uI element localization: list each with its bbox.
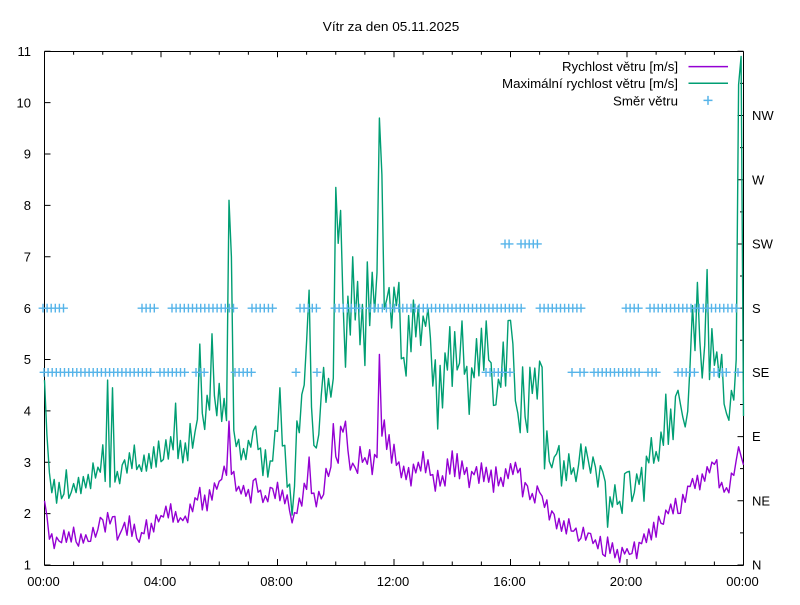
svg-text:11: 11 — [18, 44, 32, 59]
svg-text:Vítr za den 05.11.2025: Vítr za den 05.11.2025 — [323, 19, 460, 34]
svg-text:NE: NE — [752, 493, 770, 508]
svg-text:3: 3 — [24, 455, 31, 470]
svg-text:E: E — [752, 429, 761, 444]
svg-text:10: 10 — [17, 95, 31, 110]
svg-text:9: 9 — [24, 147, 31, 162]
svg-text:W: W — [752, 172, 765, 187]
svg-text:00:00: 00:00 — [726, 574, 759, 589]
svg-text:Rychlost větru [m/s]: Rychlost větru [m/s] — [562, 59, 678, 74]
svg-text:SE: SE — [752, 365, 770, 380]
svg-text:N: N — [752, 558, 761, 573]
svg-text:S: S — [752, 301, 761, 316]
svg-text:20:00: 20:00 — [610, 574, 643, 589]
svg-text:00:00: 00:00 — [27, 574, 60, 589]
svg-text:04:00: 04:00 — [144, 574, 177, 589]
svg-text:16:00: 16:00 — [493, 574, 526, 589]
svg-text:5: 5 — [24, 352, 31, 367]
svg-text:8: 8 — [24, 198, 31, 213]
svg-text:Maximální rychlost větru [m/s]: Maximální rychlost větru [m/s] — [502, 76, 678, 91]
svg-text:6: 6 — [24, 301, 31, 316]
svg-text:12:00: 12:00 — [377, 574, 410, 589]
svg-text:1: 1 — [24, 558, 31, 573]
svg-text:SW: SW — [752, 237, 774, 252]
svg-text:Směr větru: Směr větru — [613, 93, 678, 108]
svg-text:NW: NW — [752, 108, 774, 123]
svg-text:4: 4 — [24, 404, 31, 419]
svg-text:2: 2 — [24, 506, 31, 521]
svg-text:08:00: 08:00 — [260, 574, 293, 589]
svg-text:7: 7 — [24, 249, 31, 264]
